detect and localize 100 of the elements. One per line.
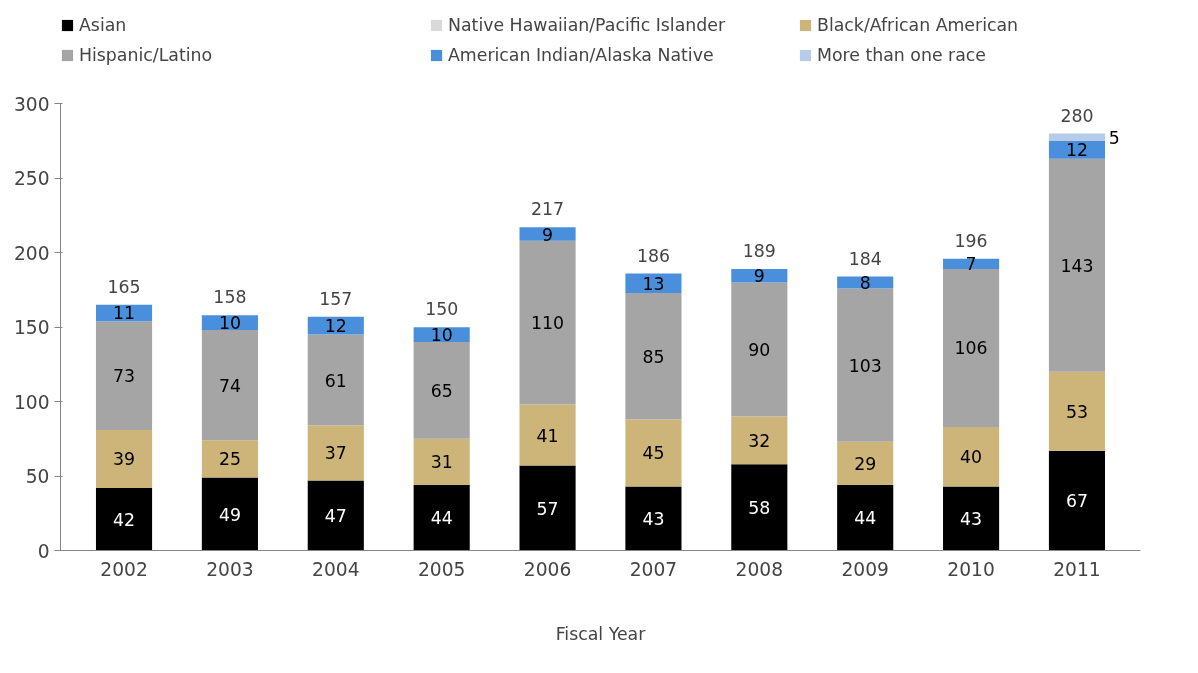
total-label: 217 — [531, 199, 565, 220]
data-label: 43 — [642, 508, 665, 529]
y-tick-label: 150 — [13, 317, 50, 339]
bar — [201, 330, 258, 441]
data-label: 31 — [430, 452, 453, 473]
data-label: 45 — [642, 443, 665, 464]
data-label: 11 — [113, 303, 136, 324]
bar — [837, 484, 894, 551]
data-label: 25 — [218, 449, 241, 470]
bar — [307, 334, 364, 426]
bar — [625, 419, 682, 487]
legend-label: Black/African American — [817, 15, 1020, 35]
bar — [625, 486, 682, 551]
data-label: 57 — [536, 498, 559, 519]
bar — [519, 404, 576, 466]
data-label: 32 — [748, 430, 771, 451]
total-label: 165 — [107, 276, 141, 297]
bar — [95, 487, 153, 551]
data-label: 40 — [960, 447, 983, 468]
y-tick-label: 50 — [25, 466, 50, 488]
bar — [413, 438, 470, 485]
data-label: 29 — [854, 453, 877, 474]
data-label: 65 — [430, 380, 453, 401]
data-label: 41 — [536, 425, 559, 446]
data-label: 47 — [324, 506, 347, 527]
bar — [307, 480, 364, 551]
data-label: 74 — [218, 375, 241, 396]
data-label: 85 — [642, 346, 665, 367]
total-label: 184 — [848, 248, 882, 269]
bar — [943, 269, 1000, 427]
data-label: 37 — [324, 443, 347, 464]
data-label: 110 — [531, 313, 565, 334]
data-label: 12 — [324, 316, 347, 337]
data-label: 49 — [218, 504, 241, 525]
data-label: 58 — [748, 497, 771, 518]
total-label: 280 — [1060, 105, 1094, 126]
x-tick-label: 2005 — [417, 558, 466, 580]
bar — [837, 288, 894, 442]
total-label: 150 — [425, 299, 459, 320]
data-label: 12 — [1065, 140, 1089, 161]
total-label: 158 — [213, 287, 247, 308]
bar — [1048, 158, 1106, 372]
bar — [1048, 371, 1106, 451]
bar — [731, 464, 788, 551]
bar — [943, 486, 1000, 551]
y-tick-label: 100 — [13, 391, 50, 413]
data-label: 13 — [642, 273, 665, 294]
data-label: 39 — [113, 449, 136, 470]
x-tick-label: 2006 — [523, 558, 572, 580]
data-label: 143 — [1060, 255, 1094, 276]
data-label: 10 — [430, 325, 453, 346]
legend-label: Asian — [79, 15, 128, 35]
x-tick-label: 2003 — [206, 558, 254, 580]
data-label: 73 — [113, 366, 136, 387]
bar — [413, 484, 470, 551]
data-label: 44 — [430, 508, 453, 529]
data-label: 7 — [965, 254, 977, 275]
bar — [519, 227, 576, 241]
bar — [731, 416, 788, 465]
x-tick-label: 2002 — [100, 558, 148, 580]
bar — [837, 441, 894, 485]
bar — [201, 477, 258, 551]
bar — [943, 426, 1000, 487]
legend-label: Native Hawaiian/Pacific Islander — [448, 15, 727, 35]
data-label: 53 — [1065, 401, 1089, 422]
x-tick-label: 2011 — [1053, 558, 1101, 580]
legend-label: Hispanic/Latino — [79, 45, 214, 65]
bar — [95, 321, 153, 430]
legend-label: More than one race — [817, 45, 988, 65]
bar — [519, 240, 576, 405]
y-tick-label: 250 — [13, 168, 50, 190]
x-tick-label: 2008 — [735, 558, 784, 580]
y-tick-label: 0 — [37, 540, 50, 562]
x-tick-label: 2007 — [629, 558, 678, 580]
data-label: 8 — [859, 272, 871, 293]
total-label: 196 — [954, 230, 988, 251]
bar — [413, 342, 470, 439]
bar — [201, 440, 258, 478]
x-tick-label: 2009 — [841, 558, 889, 580]
bar — [1048, 450, 1106, 551]
bar — [519, 465, 576, 551]
data-label: 9 — [542, 224, 554, 245]
x-axis-title: Fiscal Year — [555, 623, 647, 644]
data-label: 90 — [748, 339, 771, 360]
bar — [943, 258, 1000, 270]
total-label: 189 — [742, 241, 776, 262]
data-label: 103 — [848, 355, 882, 376]
y-tick-label: 300 — [13, 93, 50, 115]
data-label: 106 — [954, 338, 988, 359]
data-label: 9 — [753, 266, 765, 287]
data-label: 5 — [1108, 127, 1120, 148]
total-label: 157 — [319, 288, 353, 309]
data-label: 10 — [218, 313, 241, 334]
data-label: 43 — [960, 508, 983, 529]
legend-label: American Indian/Alaska Native — [448, 45, 715, 65]
bar — [307, 425, 364, 481]
x-tick-label: 2004 — [312, 558, 360, 580]
bar — [1048, 133, 1106, 142]
data-label: 61 — [324, 370, 347, 391]
bar — [731, 282, 788, 417]
